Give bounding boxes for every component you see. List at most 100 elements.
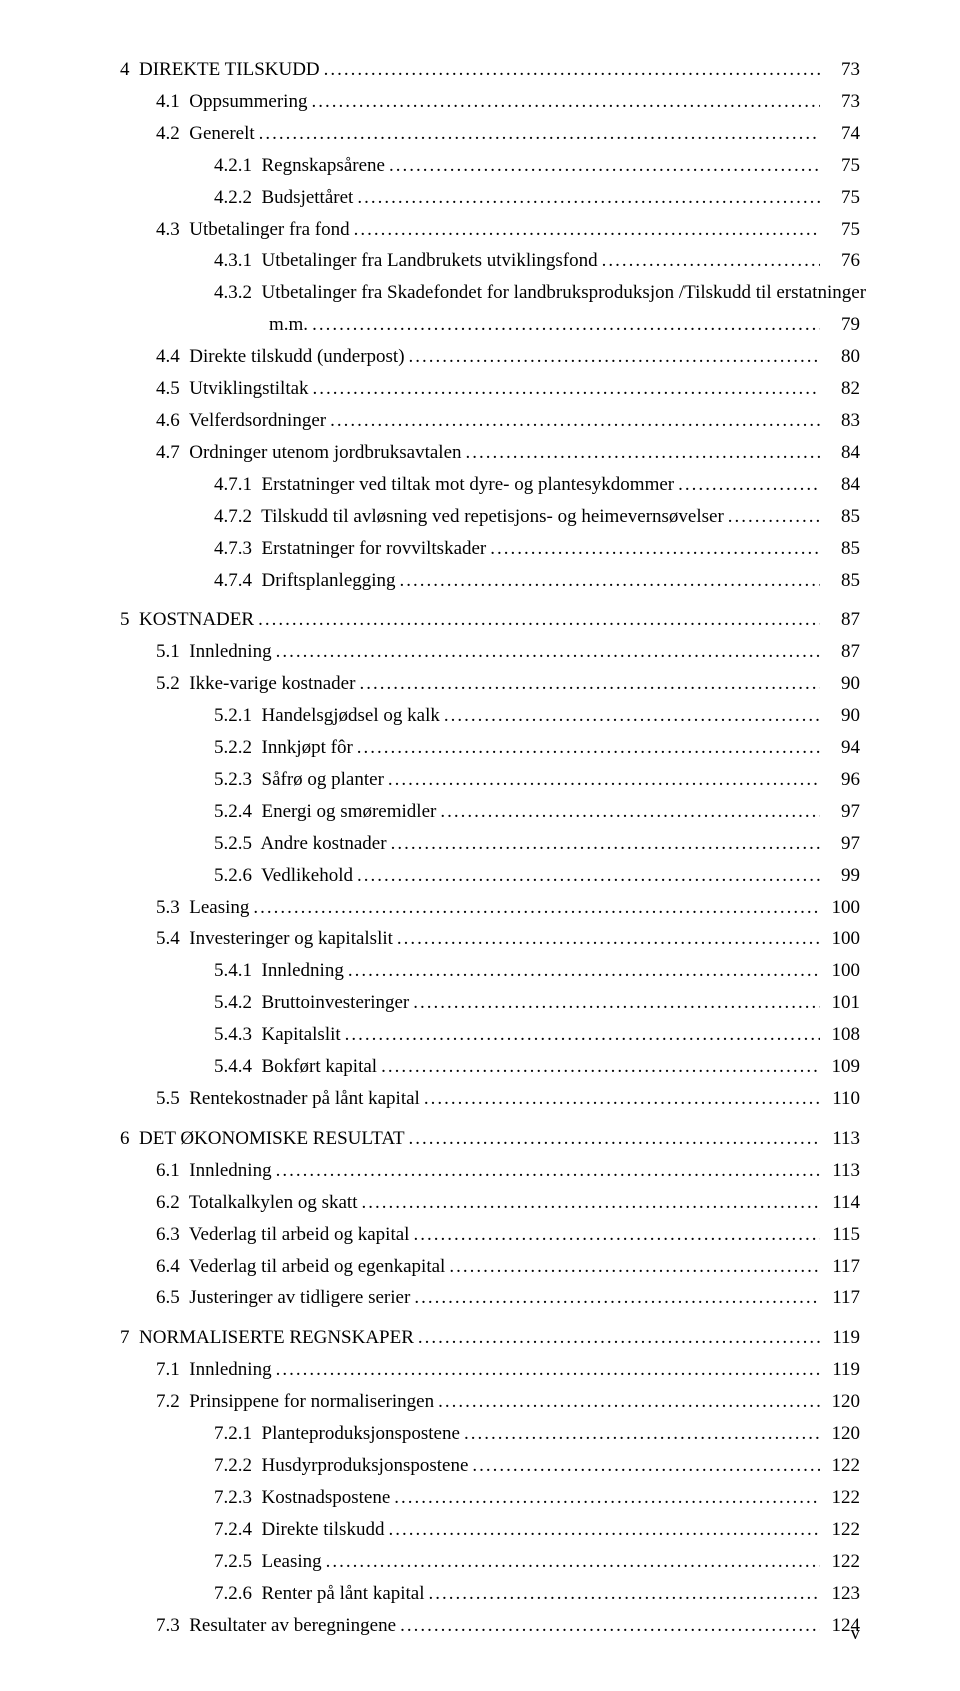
toc-entry: 5.4.3 Kapitalslit108 (120, 1019, 860, 1051)
toc-entry-page: 84 (820, 469, 860, 501)
toc-entry-label: 4.2.2 Budsjettåret (214, 182, 353, 214)
toc-entry: 4.2 Generelt74 (120, 118, 860, 150)
toc-leader-dots (384, 1514, 820, 1546)
toc-entry-page: 119 (820, 1322, 860, 1354)
toc-entry: 7.2.4 Direkte tilskudd122 (120, 1514, 860, 1546)
toc-entry-label: 4.2 Generelt (156, 118, 255, 150)
toc-leader-dots (249, 892, 820, 924)
toc-entry-page: 100 (820, 892, 860, 924)
toc-entry-page: 122 (820, 1450, 860, 1482)
toc-entry-label: 4 DIREKTE TILSKUDD (120, 54, 320, 86)
toc-leader-dots (353, 860, 820, 892)
toc-entry-page: 87 (820, 604, 860, 636)
toc-leader-dots (462, 437, 820, 469)
toc-entry-label: 4.3.2 Utbetalinger fra Skadefondet for l… (214, 277, 866, 309)
toc-entry-label: 7.2.5 Leasing (214, 1546, 322, 1578)
toc-leader-dots (420, 1083, 820, 1115)
toc-entry-label: 5.1 Innledning (156, 636, 272, 668)
toc-leader-dots (255, 118, 820, 150)
toc-entry-page: 122 (820, 1546, 860, 1578)
toc-entry-label: 5.2.1 Handelsgjødsel og kalk (214, 700, 440, 732)
toc-entry-label: 5.2.2 Innkjøpt fôr (214, 732, 353, 764)
toc-entry: 5.5 Rentekostnader på lånt kapital110 (120, 1083, 860, 1115)
toc-entry-label: 7.2.6 Renter på lånt kapital (214, 1578, 425, 1610)
toc-entry-label: m.m. (269, 309, 308, 341)
toc-entry-page: 113 (820, 1155, 860, 1187)
toc-leader-dots (460, 1418, 820, 1450)
toc-entry: 5.1 Innledning 87 (120, 636, 860, 668)
toc-entry: 4.3 Utbetalinger fra fond75 (120, 214, 860, 246)
toc-entry-label: 6 DET ØKONOMISKE RESULTAT (120, 1123, 405, 1155)
toc-entry: 5.3 Leasing100 (120, 892, 860, 924)
toc-entry: 6.3 Vederlag til arbeid og kapital 115 (120, 1219, 860, 1251)
toc-entry: 5.2 Ikke-varige kostnader90 (120, 668, 860, 700)
toc-entry-page: 122 (820, 1514, 860, 1546)
toc-leader-dots (320, 54, 820, 86)
toc-entry-label: 5.4.1 Innledning (214, 955, 344, 987)
toc-entry-label: 4.4 Direkte tilskudd (underpost) (156, 341, 405, 373)
toc-entry-page: 94 (820, 732, 860, 764)
toc-entry-page: 110 (820, 1083, 860, 1115)
toc-entry: 5.2.1 Handelsgjødsel og kalk90 (120, 700, 860, 732)
toc-entry-label: 6.3 Vederlag til arbeid og kapital (156, 1219, 409, 1251)
toc-leader-dots (468, 1450, 820, 1482)
toc-entry: 4.2.2 Budsjettåret 75 (120, 182, 860, 214)
toc-entry-page: 73 (820, 54, 860, 86)
toc-entry: 5.4.1 Innledning100 (120, 955, 860, 987)
toc-leader-dots (350, 214, 820, 246)
toc-entry-label: 6.1 Innledning (156, 1155, 272, 1187)
toc-entry-continuation: m.m. 79 (120, 309, 860, 341)
toc-leader-dots (405, 341, 820, 373)
toc-entry-page: 84 (820, 437, 860, 469)
toc-entry-label: 5.4.4 Bokført kapital (214, 1051, 377, 1083)
toc-entry: 4.5 Utviklingstiltak82 (120, 373, 860, 405)
toc-entry-page: 75 (820, 182, 860, 214)
toc-entry: 5.2.4 Energi og smøremidler 97 (120, 796, 860, 828)
toc-leader-dots (396, 565, 820, 597)
toc-entry-page: 96 (820, 764, 860, 796)
toc-entry-page: 83 (820, 405, 860, 437)
toc-entry-label: 5.2.4 Energi og smøremidler (214, 796, 436, 828)
toc-entry-page: 114 (820, 1187, 860, 1219)
toc-entry-page: 109 (820, 1051, 860, 1083)
toc-entry: 7.2.6 Renter på lånt kapital 123 (120, 1578, 860, 1610)
toc-entry: 7.3 Resultater av beregningene124 (120, 1610, 860, 1642)
toc-entry: 7.2.3 Kostnadspostene122 (120, 1482, 860, 1514)
toc-leader-dots (440, 700, 820, 732)
toc-leader-dots (387, 828, 820, 860)
toc-entry-page: 123 (820, 1578, 860, 1610)
toc-entry-page: 79 (820, 309, 860, 341)
toc-leader-dots (390, 1482, 820, 1514)
toc-entry-page: 117 (820, 1282, 860, 1314)
toc-leader-dots (353, 732, 820, 764)
toc-entry-label: 5.2.5 Andre kostnader (214, 828, 387, 860)
toc-entry-label: 4.6 Velferdsordninger (156, 405, 326, 437)
toc-entry-page: 120 (820, 1386, 860, 1418)
toc-leader-dots (377, 1051, 820, 1083)
toc-entry-page: 85 (820, 501, 860, 533)
toc-chapter-entry: 4 DIREKTE TILSKUDD 73 (120, 54, 860, 86)
toc-entry: 4.7.2 Tilskudd til avløsning ved repetis… (120, 501, 860, 533)
toc-entry-page: 82 (820, 373, 860, 405)
toc-leader-dots (385, 150, 820, 182)
toc-chapter-entry: 7 NORMALISERTE REGNSKAPER119 (120, 1322, 860, 1354)
toc-entry: 6.2 Totalkalkylen og skatt114 (120, 1187, 860, 1219)
toc-entry: 5.2.2 Innkjøpt fôr 94 (120, 732, 860, 764)
toc-leader-dots (307, 86, 820, 118)
toc-entry-label: 5.2.6 Vedlikehold (214, 860, 353, 892)
toc-entry-page: 101 (820, 987, 860, 1019)
toc-entry-page: 97 (820, 796, 860, 828)
toc-entry-page: 87 (820, 636, 860, 668)
toc-entry: 7.2.1 Planteproduksjonspostene120 (120, 1418, 860, 1450)
toc-entry: 4.4 Direkte tilskudd (underpost) 80 (120, 341, 860, 373)
toc-entry-label: 4.1 Oppsummering (156, 86, 307, 118)
toc-entry-page: 76 (820, 245, 860, 277)
toc-entry-page: 85 (820, 533, 860, 565)
toc-entry: 5.4 Investeringer og kapitalslit100 (120, 923, 860, 955)
toc-entry: 5.2.3 Såfrø og planter96 (120, 764, 860, 796)
toc-entry-page: 115 (820, 1219, 860, 1251)
toc-entry: 5.2.5 Andre kostnader97 (120, 828, 860, 860)
toc-entry-page: 80 (820, 341, 860, 373)
toc-entry-label: 5.4.2 Bruttoinvesteringer (214, 987, 409, 1019)
toc-entry-label: 4.2.1 Regnskapsårene (214, 150, 385, 182)
